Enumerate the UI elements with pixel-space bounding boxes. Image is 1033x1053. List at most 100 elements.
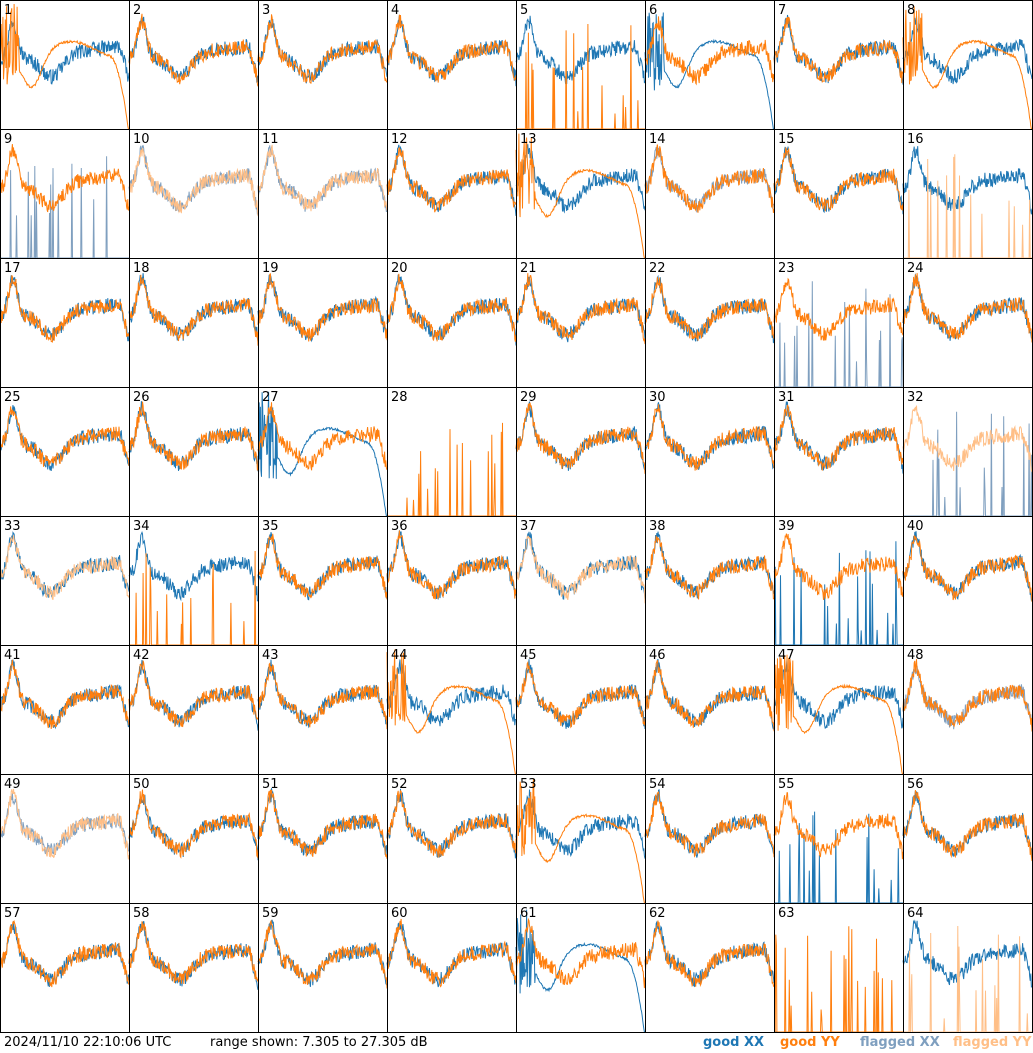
panel-37: 37 [515, 516, 646, 646]
panel-29: 29 [515, 387, 646, 517]
panel-label: 53 [520, 777, 537, 792]
panel-frame [774, 645, 904, 775]
panel-label: 29 [520, 390, 537, 405]
series-xx-panel-41 [0, 659, 130, 730]
series-yy-panel-55 [773, 792, 904, 860]
panel-label: 34 [133, 519, 150, 534]
series-yy-panel-59 [257, 919, 388, 989]
series-xx-panel-6 [644, 12, 774, 130]
series-yy-panel-43 [257, 662, 388, 730]
series-yy-panel-18 [128, 274, 259, 346]
panel-17: 17 [0, 258, 130, 388]
panel-label: 59 [262, 906, 279, 921]
series-yy-panel-62 [644, 920, 775, 988]
panel-35: 35 [257, 516, 388, 646]
series-yy-panel-44 [386, 649, 516, 775]
panel-frame [129, 258, 259, 388]
panel-label: 9 [4, 132, 12, 147]
panel-label: 47 [778, 648, 795, 663]
panel-label: 15 [778, 132, 795, 147]
series-yy-panel-25 [0, 406, 130, 467]
series-yy-panel-13 [515, 133, 645, 259]
panel-21: 21 [515, 258, 646, 388]
panel-label: 46 [649, 648, 666, 663]
series-yy-panel-1 [0, 3, 129, 130]
series-xx-panel-37 [515, 531, 646, 600]
panel-label: 42 [133, 648, 150, 663]
series-yy-panel-19 [257, 273, 388, 342]
series-xx-panel-16 [902, 146, 1033, 215]
panel-label: 14 [649, 132, 666, 147]
panel-1: 1 [0, 0, 130, 130]
series-xx-panel-61 [515, 909, 645, 1033]
panel-label: 63 [778, 906, 795, 921]
panel-frame [516, 903, 646, 1033]
panel-frame [129, 645, 259, 775]
panel-frame [774, 903, 904, 1033]
panel-42: 42 [128, 645, 259, 775]
panel-label: 20 [391, 261, 408, 276]
panel-62: 62 [644, 903, 775, 1033]
series-yy-panel-50 [128, 789, 259, 859]
panel-label: 2 [133, 3, 141, 18]
panel-label: 49 [4, 777, 21, 792]
panel-frame [774, 774, 904, 904]
panel-label: 16 [907, 132, 924, 147]
panel-label: 51 [262, 777, 279, 792]
series-yy-panel-33 [0, 535, 130, 600]
series-yy-panel-54 [644, 790, 775, 858]
series-yy-panel-9 [0, 144, 130, 213]
series-yy-panel-17 [0, 275, 130, 343]
series-yy-panel-34 [129, 550, 258, 646]
series-yy-panel-36 [386, 530, 517, 600]
panel-8: 8 [902, 0, 1033, 130]
series-yy-panel-14 [644, 144, 775, 213]
panel-52: 52 [386, 774, 517, 904]
series-yy-panel-63 [774, 926, 903, 1033]
series-yy-panel-10 [128, 147, 259, 217]
panel-label: 52 [391, 777, 408, 792]
panel-64: 64 [902, 903, 1033, 1033]
panel-27: 27 [257, 387, 388, 517]
series-yy-panel-42 [128, 660, 259, 728]
panel-45: 45 [515, 645, 646, 775]
panel-label: 38 [649, 519, 666, 534]
series-yy-panel-40 [902, 535, 1033, 602]
panel-33: 33 [0, 516, 130, 646]
panel-label: 3 [262, 3, 270, 18]
series-xx-panel-56 [902, 790, 1033, 858]
panel-34: 34 [128, 516, 259, 646]
series-yy-panel-26 [128, 401, 259, 471]
panel-label: 7 [778, 3, 786, 18]
panel-14: 14 [644, 129, 775, 259]
panel-61: 61 [515, 903, 646, 1033]
series-xx-panel-53 [515, 789, 646, 859]
series-yy-panel-29 [515, 402, 646, 474]
panel-label: 55 [778, 777, 795, 792]
panel-22: 22 [644, 258, 775, 388]
series-yy-panel-45 [515, 660, 646, 729]
panel-label: 44 [391, 648, 408, 663]
series-yy-panel-31 [773, 404, 904, 471]
series-yy-panel-8 [902, 6, 1032, 130]
panel-10: 10 [128, 129, 259, 259]
panel-3: 3 [257, 0, 388, 130]
series-yy-panel-57 [0, 919, 130, 988]
series-xx-panel-13 [515, 144, 646, 214]
series-yy-panel-22 [644, 277, 775, 341]
legend-good-yy: good YY [780, 1035, 840, 1050]
panel-label: 61 [520, 906, 537, 921]
panel-label: 43 [262, 648, 279, 663]
panel-label: 8 [907, 3, 915, 18]
series-xx-panel-11 [257, 145, 388, 212]
panel-58: 58 [128, 903, 259, 1033]
panel-label: 58 [133, 906, 150, 921]
panel-43: 43 [257, 645, 388, 775]
series-yy-panel-38 [644, 535, 775, 600]
series-xx-panel-59 [257, 919, 388, 987]
panel-label: 12 [391, 132, 408, 147]
panel-label: 45 [520, 648, 537, 663]
panel-63: 63 [774, 903, 904, 1033]
series-xx-panel-4 [386, 15, 517, 87]
series-yy-panel-56 [902, 789, 1033, 862]
